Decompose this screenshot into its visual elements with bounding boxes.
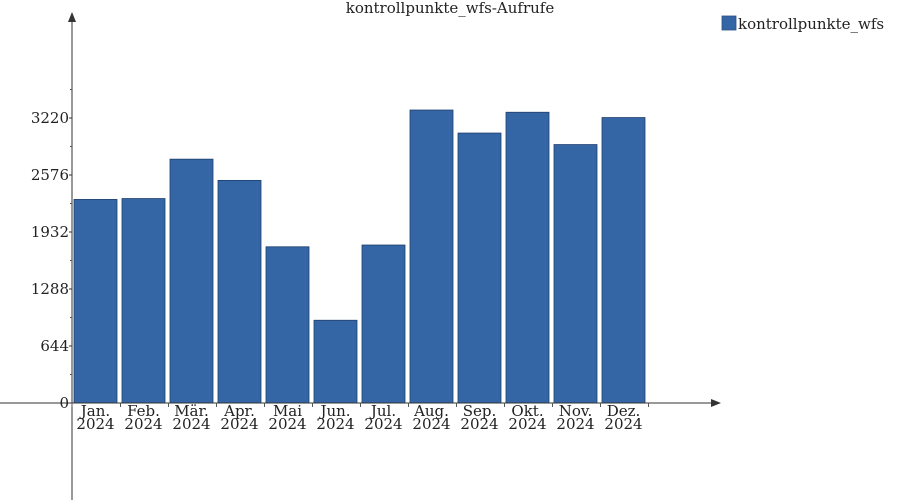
y-tick-label: 644	[40, 337, 69, 355]
x-tick-label-month: Okt.	[511, 402, 543, 420]
bar	[457, 132, 502, 404]
x-tick-label-year: 2024	[556, 415, 594, 433]
x-ticks-group: Jan.2024Feb.2024Mär.2024Apr.2024Mai2024J…	[71, 402, 649, 433]
y-tick-label: 1288	[31, 280, 69, 298]
bars-group	[73, 109, 646, 404]
y-tick-label: 0	[59, 394, 69, 412]
bar	[361, 244, 406, 404]
x-tick-label-year: 2024	[316, 415, 354, 433]
x-tick-label-year: 2024	[364, 415, 402, 433]
y-tick-label: 1932	[31, 223, 69, 241]
x-tick-label-year: 2024	[460, 415, 498, 433]
x-tick-label-year: 2024	[268, 415, 306, 433]
y-tick-label: 3220	[31, 109, 69, 127]
y-ticks-group: 0 644 1288 1932 2576 3220	[31, 89, 72, 412]
y-tick-label: 2576	[31, 166, 69, 184]
x-axis-arrow	[711, 399, 721, 407]
bar	[313, 319, 358, 404]
x-tick-label-year: 2024	[508, 415, 546, 433]
x-tick-label-year: 2024	[124, 415, 162, 433]
bar	[409, 109, 454, 404]
x-tick-label-month: Aug.	[413, 402, 449, 420]
y-axis-arrow	[68, 12, 76, 22]
chart-title: kontrollpunkte_wfs-Aufrufe	[346, 0, 555, 17]
x-tick-label-month: Mai	[273, 402, 302, 420]
legend-label: kontrollpunkte_wfs	[738, 15, 884, 33]
bar	[73, 199, 118, 404]
bar	[265, 246, 310, 404]
x-tick-label-month: Jan.	[79, 402, 110, 420]
legend: kontrollpunkte_wfs	[721, 15, 884, 33]
bar	[121, 198, 166, 404]
bar	[505, 111, 550, 404]
x-tick-label-year: 2024	[412, 415, 450, 433]
x-tick-label-month: Feb.	[127, 402, 160, 420]
bar	[169, 158, 214, 404]
x-tick-label-year: 2024	[76, 415, 114, 433]
legend-swatch	[721, 15, 737, 31]
x-tick-label-month: Sep.	[463, 402, 497, 420]
bar	[553, 144, 598, 404]
x-tick-label-year: 2024	[604, 415, 642, 433]
x-tick-label-year: 2024	[220, 415, 258, 433]
x-tick-label-month: Apr.	[223, 402, 255, 420]
x-tick-label-month: Nov.	[559, 402, 593, 420]
x-tick-label-month: Jun.	[318, 402, 350, 420]
x-tick-label-month: Dez.	[607, 402, 641, 420]
x-tick-label-month: Mär.	[174, 402, 209, 420]
bar	[217, 179, 262, 404]
x-tick-label-month: Jul.	[369, 402, 396, 420]
x-tick-label-year: 2024	[172, 415, 210, 433]
bar	[601, 117, 646, 404]
